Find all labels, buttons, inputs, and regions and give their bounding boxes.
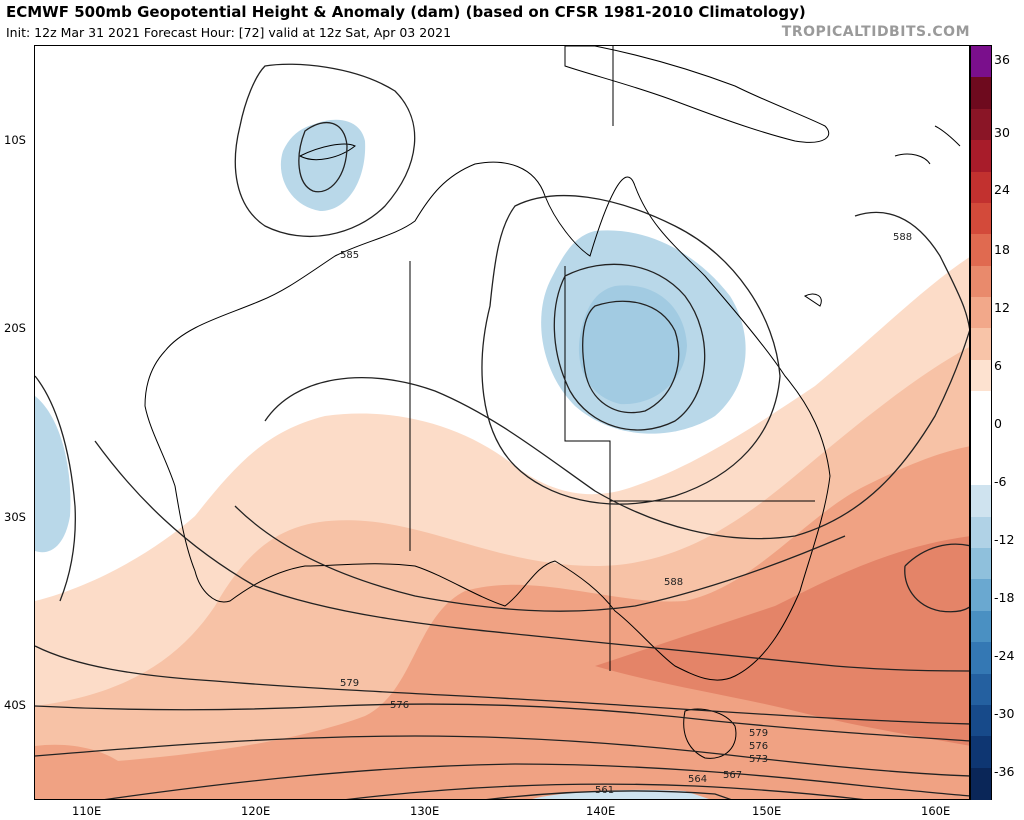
colorbar-segment xyxy=(971,548,991,580)
colorbar-segment xyxy=(971,265,991,298)
lon-label-120e: 120E xyxy=(241,804,271,818)
contour-label-564: 564 xyxy=(688,774,707,785)
colorbar-tick: -36 xyxy=(994,764,1015,779)
contour-585-north xyxy=(234,63,416,238)
contour-qld-inner1 xyxy=(553,263,706,431)
border-nt-qld xyxy=(564,266,815,502)
contour-label-588-south: 588 xyxy=(664,577,683,588)
new-guinea-coastline xyxy=(564,46,830,143)
colorbar-tick: -12 xyxy=(994,532,1015,547)
colorbar-segment xyxy=(971,704,991,737)
contour-564 xyxy=(486,790,732,799)
lon-label-140e: 140E xyxy=(586,804,616,818)
anomaly-negative-west xyxy=(35,396,71,553)
map-panel: 585 588 588 579 576 579 576 573 561 564 … xyxy=(34,45,970,800)
lon-label-160e: 160E xyxy=(921,804,951,818)
colorbar-segment xyxy=(971,202,991,235)
contour-570 xyxy=(104,763,969,799)
contour-west xyxy=(35,375,76,602)
contour-qld-inner2 xyxy=(582,300,680,414)
colorbar-segment xyxy=(971,642,991,674)
contour-se xyxy=(904,543,969,613)
colorbar-tick: -30 xyxy=(994,706,1015,721)
timor-island xyxy=(298,143,356,161)
colorbar-segment xyxy=(971,77,991,110)
colorbar-tick: 18 xyxy=(994,242,1010,257)
colorbar-tick: -24 xyxy=(994,648,1015,663)
colorbar-tick: 30 xyxy=(994,125,1010,140)
map-svg: 585 588 588 579 576 579 576 573 561 564 … xyxy=(35,46,969,799)
anomaly-positive-12 xyxy=(35,446,969,799)
colorbar-tick: 12 xyxy=(994,300,1010,315)
contour-label-576-east: 576 xyxy=(749,741,768,752)
lat-label-30s: 30S xyxy=(4,510,26,524)
colorbar-segment xyxy=(971,516,991,549)
contour-label-579-east: 579 xyxy=(749,728,768,739)
contour-573 xyxy=(35,735,969,777)
lon-label-130e: 130E xyxy=(410,804,440,818)
colorbar-segment xyxy=(971,328,991,361)
anomaly-negative-south xyxy=(532,789,709,799)
contour-588-east xyxy=(854,211,969,329)
colorbar-segment xyxy=(971,108,991,141)
contour-588-qld-outer xyxy=(481,194,781,505)
anomaly-negative-qld-core xyxy=(578,285,687,405)
colorbar-segment xyxy=(971,673,991,706)
anomaly-negative-timor xyxy=(280,119,366,211)
australia-coastline xyxy=(144,161,831,681)
contour-label-567: 567 xyxy=(723,770,742,781)
contour-labels: 585 588 588 579 576 579 576 573 561 564 … xyxy=(340,232,912,796)
contour-label-561: 561 xyxy=(595,785,614,796)
colorbar-tick: 0 xyxy=(994,416,1002,431)
colorbar-segment xyxy=(971,46,991,78)
lat-label-20s: 20S xyxy=(4,321,26,335)
contour-label-573: 573 xyxy=(749,754,768,765)
lon-label-150e: 150E xyxy=(752,804,782,818)
contour-label-576: 576 xyxy=(390,700,409,711)
colorbar-segment xyxy=(971,610,991,643)
contour-label-579: 579 xyxy=(340,678,359,689)
contour-567 xyxy=(346,783,864,799)
lat-label-10s: 10S xyxy=(4,133,26,147)
contour-588-south xyxy=(234,505,846,612)
anomaly-colorbar xyxy=(970,45,992,800)
colorbar-segment xyxy=(971,453,991,486)
contour-576 xyxy=(35,703,969,742)
contour-585-inner xyxy=(298,122,348,193)
colorbar-segment xyxy=(971,297,991,329)
colorbar-segment xyxy=(971,422,991,455)
colorbar-segment xyxy=(971,485,991,518)
lat-label-40s: 40S xyxy=(4,698,26,712)
contour-582 xyxy=(94,440,969,672)
contour-579 xyxy=(35,645,969,725)
lon-label-110e: 110E xyxy=(72,804,102,818)
height-contours xyxy=(35,63,969,799)
colorbar-tick: 24 xyxy=(994,182,1010,197)
colorbar-tick: 6 xyxy=(994,358,1002,373)
contour-588-central xyxy=(264,330,969,540)
chart-title: ECMWF 500mb Geopotential Height & Anomal… xyxy=(6,3,806,21)
colorbar-tick: -18 xyxy=(994,590,1015,605)
colorbar-segment xyxy=(971,767,991,800)
colorbar-tick: 36 xyxy=(994,52,1010,67)
colorbar-segment xyxy=(971,234,991,267)
contour-label-585: 585 xyxy=(340,250,359,261)
colorbar-segment xyxy=(971,579,991,612)
forecast-info: Init: 12z Mar 31 2021 Forecast Hour: [72… xyxy=(6,25,452,40)
anomaly-positive-18 xyxy=(595,536,969,746)
site-brand: TROPICALTIDBITS.COM xyxy=(781,24,970,40)
colorbar-segment xyxy=(971,140,991,172)
colorbar-segment xyxy=(971,359,991,392)
colorbar-tick: -6 xyxy=(994,474,1007,489)
colorbar-segment xyxy=(971,171,991,204)
colorbar-segment xyxy=(971,736,991,769)
colorbar-segment xyxy=(971,391,991,423)
islands-east xyxy=(804,125,961,307)
anomaly-positive-left xyxy=(35,744,135,799)
contour-label-588-east: 588 xyxy=(893,232,912,243)
